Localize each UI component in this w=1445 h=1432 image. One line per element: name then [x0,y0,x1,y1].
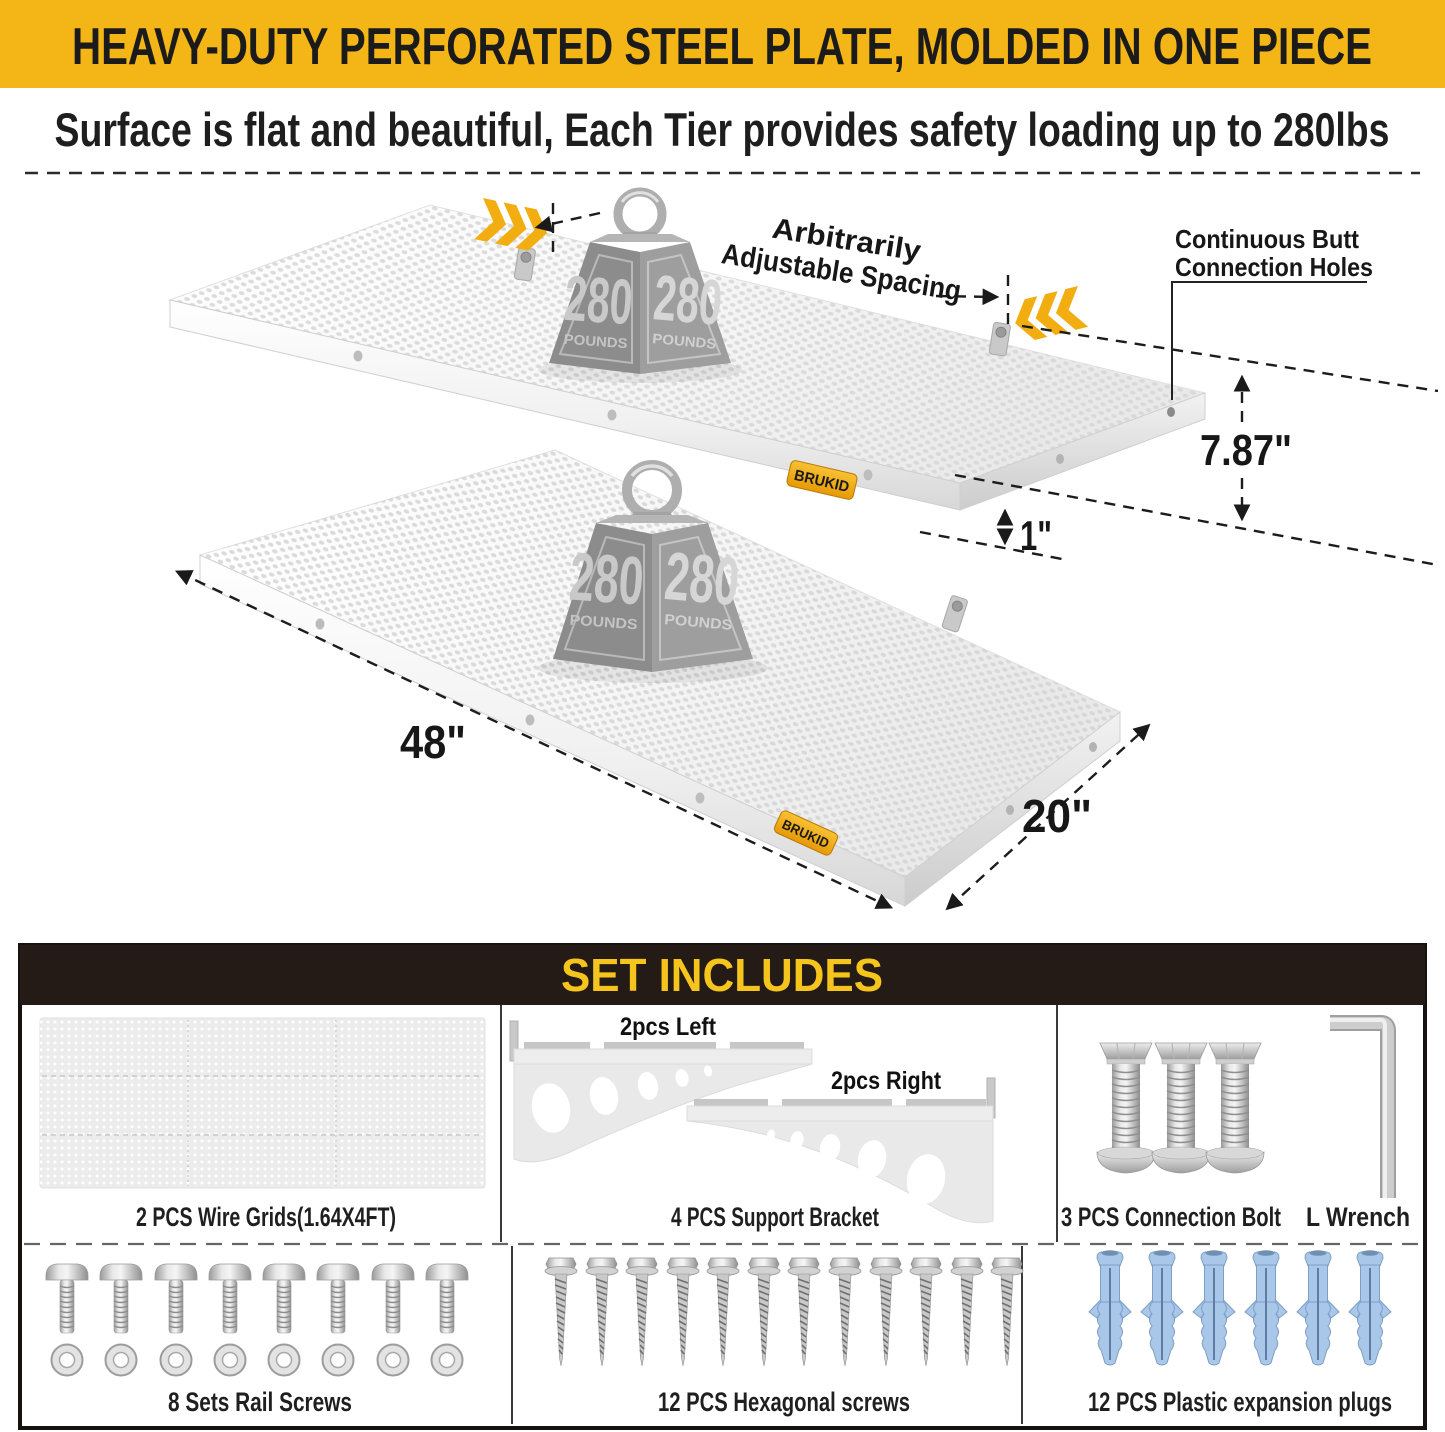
dim-length-label: 48" [400,716,466,768]
weight-value: 280 [651,261,725,339]
connection-holes-pointer [1171,281,1367,400]
hex-screws-item: 12 PCS Hexagonal screws [544,1257,1024,1417]
dim-thickness-label: 1" [1020,512,1052,559]
set-includes-panel: SET INCLUDES 2 PCS Wire Grids(1.64X4FT) … [18,943,1427,1430]
set-includes-banner [20,945,1425,1005]
headline-banner-bg [0,0,1445,88]
set-includes-title: SET INCLUDES [561,949,883,1001]
shelf-tab [988,321,1011,357]
l-wrench-item: L Wrench [1306,1015,1410,1232]
subtitle-text: Surface is flat and beautiful, Each Tier… [55,103,1390,156]
dim-height-label: 7.87" [1200,426,1292,475]
wire-grids-item: 2 PCS Wire Grids(1.64X4FT) [39,1017,486,1232]
chevrons-left-icon [1010,286,1089,344]
connection-holes-line2: Connection Holes [1175,252,1373,282]
subtitle-bar: Surface is flat and beautiful, Each Tier… [55,103,1390,156]
dim-depth-label: 20" [1022,790,1092,842]
bracket-right-label: 2pcs Right [831,1067,942,1095]
weight-top: 280 POUNDS 280 POUNDS [538,187,742,383]
bracket-left-label: 2pcs Left [620,1013,717,1041]
expansion-plugs-label: 12 PCS Plastic expansion plugs [1088,1387,1392,1417]
hex-screws-label: 12 PCS Hexagonal screws [658,1387,910,1417]
shelf-tab [513,246,536,282]
weight-left-face [549,242,640,374]
headline-title: HEAVY-DUTY PERFORATED STEEL PLATE, MOLDE… [72,18,1372,76]
connection-holes-line1: Continuous Butt [1175,224,1359,254]
rail-screws-label: 8 Sets Rail Screws [168,1387,352,1417]
weight-unit: POUNDS [652,330,717,352]
top-shelf-right-rail [959,392,1206,511]
wire-grids-label: 2 PCS Wire Grids(1.64X4FT) [136,1202,396,1232]
expansion-plugs-item: 12 PCS Plastic expansion plugs [1088,1249,1392,1417]
weight-value: 280 [567,539,646,620]
cell-dividers [500,1005,1058,1424]
connection-bolt-item: 3 PCS Connection Bolt [1061,1042,1281,1232]
weight-value: 280 [662,538,742,620]
bracket-right [686,1077,996,1224]
connection-bolt-label: 3 PCS Connection Bolt [1061,1202,1281,1232]
shelf-tab [941,595,968,633]
support-bracket-label: 4 PCS Support Bracket [671,1202,879,1232]
weight-value: 280 [562,262,635,339]
weight-right-face [640,242,731,374]
headline-banner: HEAVY-DUTY PERFORATED STEEL PLATE, MOLDE… [0,0,1445,88]
rail-screws-item: 8 Sets Rail Screws [45,1263,469,1417]
support-bracket-item: 2pcs Left 2pcs Right [509,1013,996,1232]
weight-unit: POUNDS [563,331,628,351]
bracket-left [509,1020,813,1163]
butt-connection-hole [1167,407,1175,417]
dimension-lines [174,203,1439,911]
l-wrench-label: L Wrench [1306,1202,1410,1232]
shelf-diagram: BRUKID 280 POUNDS 280 POUNDS [25,171,1439,911]
